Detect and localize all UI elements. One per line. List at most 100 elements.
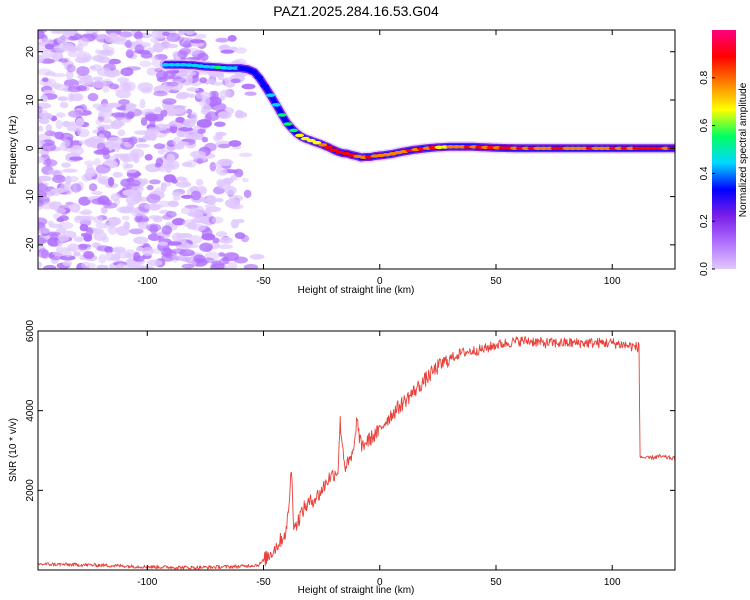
noise-blob xyxy=(178,127,194,132)
noise-blob xyxy=(68,47,79,53)
x-tick-label: -100 xyxy=(137,276,157,287)
noise-blob xyxy=(175,176,186,182)
noise-blob xyxy=(170,108,178,116)
noise-blob xyxy=(230,174,238,181)
noise-blob xyxy=(149,224,159,234)
noise-blob xyxy=(93,158,102,167)
noise-blob xyxy=(189,39,205,44)
noise-blob xyxy=(140,117,148,126)
noise-blob xyxy=(125,66,142,71)
colorbar-tick-label: 0.4 xyxy=(699,166,710,180)
ridge-mark xyxy=(283,122,293,126)
noise-blob xyxy=(181,263,195,269)
noise-blob xyxy=(122,189,139,197)
noise-blob xyxy=(151,30,165,39)
noise-blobs xyxy=(38,30,265,269)
noise-blob xyxy=(125,113,134,120)
noise-blob xyxy=(240,234,250,243)
noise-blob xyxy=(204,204,217,209)
noise-blob xyxy=(244,91,257,96)
noise-blob xyxy=(98,133,105,143)
noise-blob xyxy=(105,251,114,262)
noise-blob xyxy=(243,264,259,269)
noise-blob xyxy=(131,210,144,217)
noise-blob xyxy=(217,158,234,167)
noise-blob xyxy=(73,251,81,257)
noise-blob xyxy=(199,77,207,84)
noise-blob xyxy=(204,142,217,152)
noise-blob xyxy=(217,111,232,120)
noise-blob xyxy=(117,77,130,83)
noise-blob xyxy=(58,58,69,63)
noise-blob xyxy=(146,193,161,204)
noise-blob xyxy=(62,168,78,173)
noise-blob xyxy=(188,93,196,99)
noise-blob xyxy=(205,111,220,122)
noise-blob xyxy=(172,136,182,147)
noise-blob xyxy=(66,30,77,37)
noise-blob xyxy=(123,221,130,230)
noise-blob xyxy=(91,198,107,205)
noise-blob xyxy=(165,211,177,218)
noise-blob xyxy=(133,236,149,245)
noise-blob xyxy=(139,98,146,109)
noise-blob xyxy=(133,255,145,262)
chart-title: PAZ1.2025.284.16.53.G04 xyxy=(273,3,439,19)
noise-blob xyxy=(142,246,154,256)
noise-blob xyxy=(190,207,198,215)
noise-blob xyxy=(92,79,107,89)
noise-blob xyxy=(219,169,228,175)
noise-blob xyxy=(135,246,144,252)
noise-blob xyxy=(38,54,44,64)
noise-blob xyxy=(139,60,152,68)
noise-blob xyxy=(78,37,89,47)
noise-blob xyxy=(146,115,159,121)
noise-blob xyxy=(176,91,191,98)
noise-blob xyxy=(190,111,198,122)
noise-blob xyxy=(149,179,161,185)
noise-blob xyxy=(100,206,108,214)
noise-blob xyxy=(171,191,182,197)
noise-blob xyxy=(38,248,49,259)
noise-blob xyxy=(38,177,42,185)
y-tick-label: 6000 xyxy=(25,319,36,342)
ridge-mark xyxy=(248,69,258,74)
noise-blob xyxy=(89,65,96,70)
noise-blob xyxy=(172,218,186,226)
noise-blob xyxy=(175,181,191,188)
noise-blob xyxy=(54,131,65,140)
noise-blob xyxy=(83,251,95,259)
noise-blob xyxy=(177,30,185,36)
noise-blob xyxy=(78,139,90,145)
noise-blob xyxy=(52,251,67,257)
noise-blob xyxy=(92,242,100,249)
x-tick-label: -50 xyxy=(256,276,271,287)
noise-blob xyxy=(220,49,235,54)
noise-blob xyxy=(96,142,106,151)
noise-blob xyxy=(218,252,226,257)
noise-blob xyxy=(39,118,49,124)
noise-blob xyxy=(229,194,243,202)
noise-blob xyxy=(171,248,186,254)
noise-blob xyxy=(62,120,71,128)
noise-blob xyxy=(40,94,48,103)
noise-blob xyxy=(125,49,134,59)
noise-blob xyxy=(77,128,90,138)
noise-blob xyxy=(38,156,45,164)
noise-blob xyxy=(38,261,43,268)
noise-blob xyxy=(38,47,48,52)
colorbar-tick-label: 0.6 xyxy=(699,118,710,132)
noise-blob xyxy=(59,255,76,261)
noise-blob xyxy=(112,171,123,178)
noise-blob xyxy=(209,161,217,172)
noise-blob xyxy=(215,197,224,203)
noise-blob xyxy=(176,233,193,238)
noise-blob xyxy=(108,83,120,90)
noise-blob xyxy=(168,122,183,127)
noise-blob xyxy=(122,161,129,171)
noise-blob xyxy=(190,190,202,201)
noise-blob xyxy=(196,119,212,128)
noise-blob xyxy=(44,43,55,50)
